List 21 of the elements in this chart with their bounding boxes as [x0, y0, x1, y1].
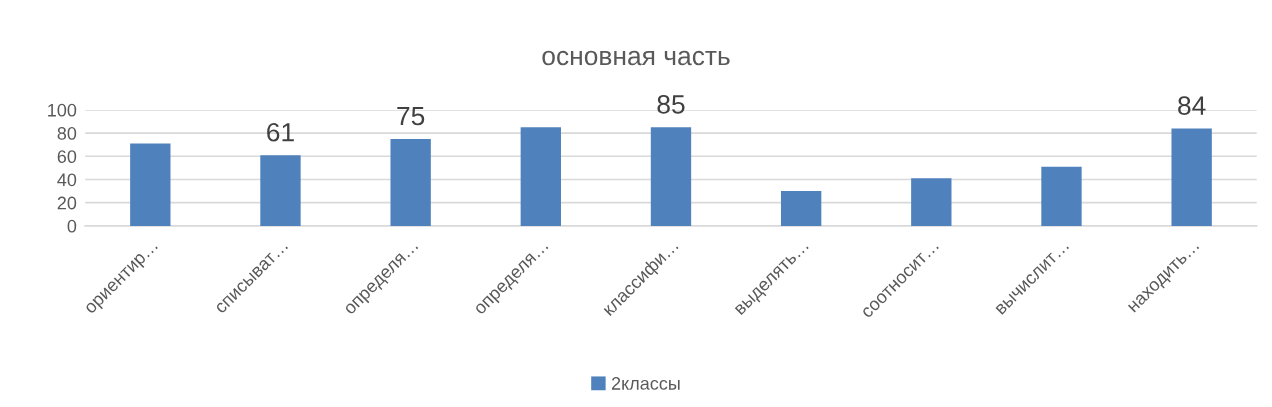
bar	[260, 155, 301, 226]
data-label: 84	[1178, 96, 1206, 115]
bar	[780, 191, 822, 226]
bar	[520, 127, 561, 226]
y-tick-label: 80	[57, 127, 77, 140]
y-tick-label: 100	[48, 103, 77, 117]
bar	[1041, 166, 1082, 226]
data-label: 61	[267, 122, 294, 142]
y-tick-label: 0	[67, 219, 77, 233]
legend-label: 2классы	[611, 377, 680, 390]
y-tick-label: 40	[57, 173, 77, 187]
bar	[130, 143, 171, 226]
bar	[1171, 128, 1212, 226]
bar	[390, 138, 431, 226]
y-tick-label: 20	[57, 196, 77, 210]
y-tick-label: 60	[57, 150, 77, 164]
chart-title: основная часть	[542, 50, 730, 66]
bar	[650, 127, 692, 226]
bar	[911, 178, 952, 226]
data-label: 75	[397, 106, 425, 126]
data-label: 85	[657, 95, 685, 114]
